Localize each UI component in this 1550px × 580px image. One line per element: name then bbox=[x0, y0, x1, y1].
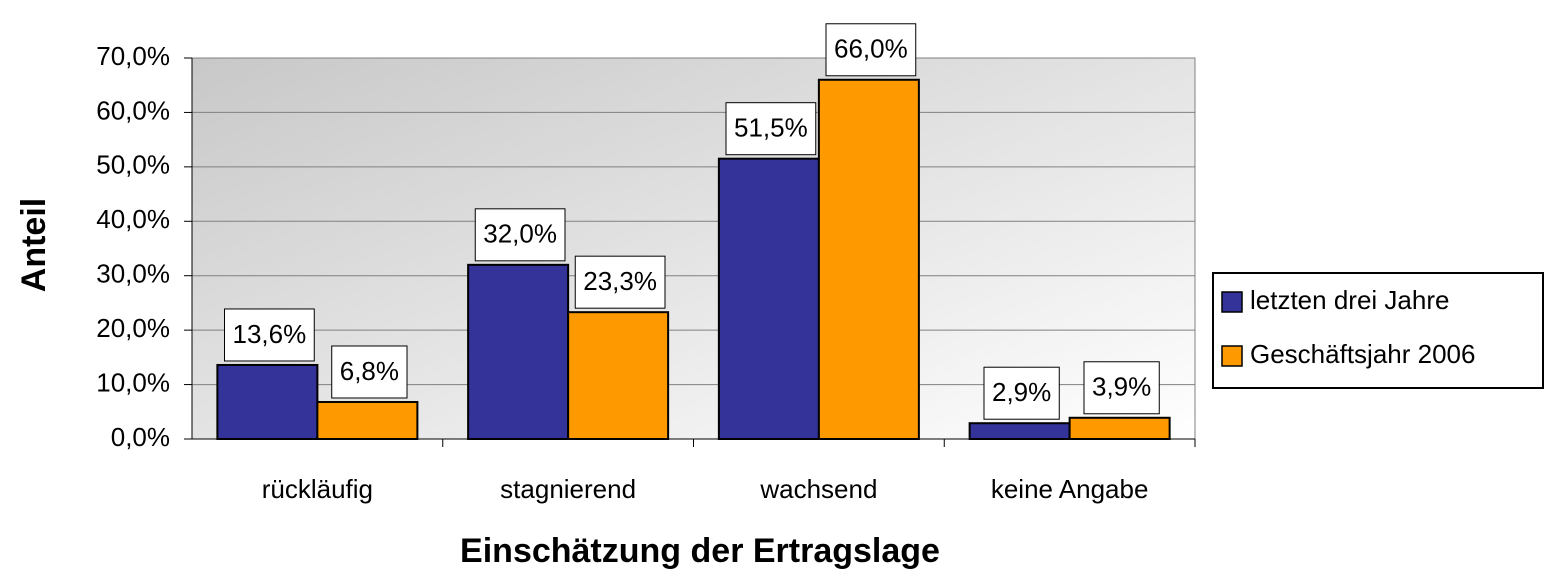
x-tick-label: wachsend bbox=[759, 474, 877, 504]
y-tick-label: 10,0% bbox=[96, 367, 170, 397]
data-label: 6,8% bbox=[340, 356, 399, 386]
x-tick-label: keine Angabe bbox=[991, 474, 1149, 504]
legend-box bbox=[1212, 272, 1544, 389]
bar bbox=[567, 311, 670, 440]
legend-label: letzten drei Jahre bbox=[1250, 285, 1449, 315]
bar bbox=[1068, 416, 1171, 440]
y-tick-label: 50,0% bbox=[96, 150, 170, 180]
bar bbox=[968, 422, 1071, 441]
data-label-box bbox=[574, 255, 666, 309]
data-label: 3,9% bbox=[1092, 372, 1151, 402]
legend-swatch bbox=[1221, 291, 1243, 313]
data-label-box bbox=[825, 23, 917, 77]
y-tick-label: 60,0% bbox=[96, 95, 170, 125]
data-label: 23,3% bbox=[583, 266, 657, 296]
data-label-box bbox=[983, 366, 1060, 420]
bar bbox=[717, 157, 820, 440]
bar bbox=[216, 363, 319, 440]
data-label: 32,0% bbox=[483, 219, 557, 249]
bar bbox=[817, 78, 920, 441]
legend-swatch bbox=[1221, 345, 1243, 367]
bar bbox=[316, 400, 419, 441]
data-label-box bbox=[725, 102, 817, 156]
y-tick-label: 70,0% bbox=[96, 41, 170, 71]
y-tick-label: 0,0% bbox=[111, 422, 170, 452]
x-tick-label: stagnierend bbox=[500, 474, 636, 504]
data-label: 13,6% bbox=[233, 319, 307, 349]
bar bbox=[467, 263, 570, 441]
x-tick-label: rückläufig bbox=[262, 474, 373, 504]
x-axis-title: Einschätzung der Ertragslage bbox=[460, 532, 940, 570]
data-label-box bbox=[1083, 361, 1160, 415]
y-axis-title: Anteil bbox=[15, 198, 53, 292]
legend-label: Geschäftsjahr 2006 bbox=[1250, 339, 1475, 369]
data-label: 51,5% bbox=[734, 113, 808, 143]
data-label-box bbox=[331, 345, 408, 399]
data-label: 66,0% bbox=[834, 34, 908, 64]
data-label: 2,9% bbox=[992, 377, 1051, 407]
data-label-box bbox=[224, 308, 315, 362]
y-tick-label: 40,0% bbox=[96, 204, 170, 234]
data-label-box bbox=[474, 208, 566, 262]
y-tick-label: 30,0% bbox=[96, 259, 170, 289]
y-tick-label: 20,0% bbox=[96, 313, 170, 343]
